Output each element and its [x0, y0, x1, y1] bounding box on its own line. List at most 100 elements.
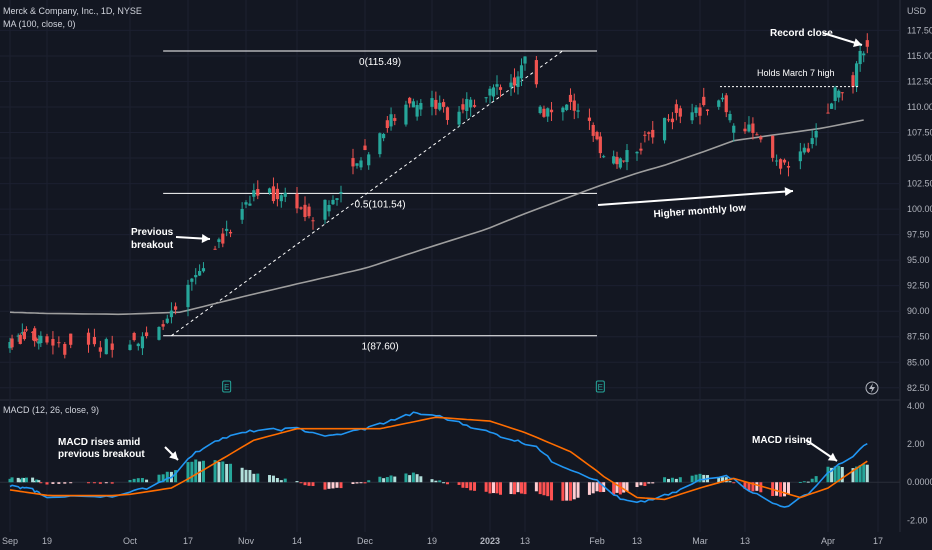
macd-histogram-bar: [128, 480, 132, 483]
time-tick-label: 2023: [480, 536, 500, 546]
time-tick-label: 19: [42, 536, 52, 546]
macd-rising-label: MACD rising: [752, 435, 812, 446]
macd-tick-label: 2.00: [907, 439, 925, 449]
candle-body: [35, 338, 39, 341]
price-tick-label: 117.50: [907, 25, 932, 35]
macd-histogram-bar: [461, 482, 465, 488]
macd-histogram-bar: [37, 480, 41, 483]
candle-body: [252, 190, 256, 197]
candle-body: [829, 103, 834, 109]
macd-tick-label: 4.00: [907, 401, 925, 411]
macd-histogram-bar: [858, 465, 862, 483]
candle-body: [602, 156, 606, 158]
candle-body: [430, 98, 434, 107]
candle-body: [717, 100, 721, 107]
macd-histogram-bar: [830, 467, 834, 483]
time-tick-label: Oct: [123, 536, 138, 546]
candle-body: [802, 147, 806, 153]
candle-body: [39, 335, 43, 344]
candle-body: [591, 124, 595, 136]
fib-level-label: 1(87.60): [361, 342, 398, 353]
candle-body: [104, 339, 108, 355]
macd-histogram-bar: [667, 478, 670, 483]
macd-histogram-bar: [615, 482, 619, 493]
candle-body: [51, 338, 55, 346]
macd-histogram-bar: [174, 470, 178, 483]
candle-body: [670, 118, 675, 123]
candle-body: [576, 110, 580, 112]
macd-histogram-bar: [862, 464, 866, 483]
candle-body: [587, 117, 592, 121]
candle-body: [385, 120, 389, 129]
candle-body: [10, 338, 14, 348]
macd-histogram-bar: [45, 482, 49, 485]
candle-body: [359, 160, 363, 168]
macd-histogram-bar: [495, 482, 499, 494]
macd-histogram-bar: [389, 475, 393, 483]
price-tick-label: 90.00: [907, 306, 930, 316]
macd-histogram-bar: [587, 482, 591, 495]
macd-histogram-bar: [35, 479, 39, 483]
macd-breakout-label: MACD rises amid: [58, 437, 140, 448]
candle-body: [201, 268, 206, 272]
grid: [0, 0, 901, 532]
candle-body: [194, 275, 198, 278]
macd-histogram-bar: [307, 482, 311, 486]
candle-body: [625, 150, 629, 163]
macd-rising-arrow-head: [827, 452, 837, 461]
candle-body: [86, 332, 91, 345]
macd-histogram-bar: [382, 478, 386, 483]
macd-histogram-bar: [783, 482, 787, 497]
macd-histogram-bar: [595, 482, 599, 492]
macd-histogram-bar: [275, 478, 279, 483]
fib-retracement: 0(115.49) 0.5(101.54) 1(87.60): [163, 50, 597, 353]
macd-histogram-bar: [488, 482, 492, 494]
candle-body: [244, 202, 248, 205]
macd-histogram-bar: [104, 482, 108, 484]
time-tick-label: 19: [427, 536, 437, 546]
macd-histogram-bar: [484, 482, 488, 492]
macd-histogram-bar: [136, 478, 140, 483]
macd-histogram-bar: [798, 481, 802, 483]
candle-body: [367, 154, 371, 166]
candle-body: [519, 65, 524, 79]
candle-body: [538, 106, 542, 114]
macd-histogram-bar: [802, 481, 806, 483]
macd-histogram-bar: [694, 474, 698, 483]
price-tick-label: 82.50: [907, 383, 930, 393]
candle-body: [393, 118, 397, 121]
macd-histogram-bar: [10, 477, 14, 483]
macd-histogram-bar: [69, 482, 73, 484]
candle-body: [404, 104, 408, 125]
macd-histogram-bar: [240, 467, 244, 483]
macd-histogram-bar: [516, 482, 520, 493]
candle-body: [782, 159, 787, 163]
candle-body: [442, 102, 446, 107]
candle-body: [327, 204, 331, 212]
candle-body: [775, 160, 779, 162]
macd-histogram-bar: [244, 469, 248, 483]
candle-body: [546, 108, 550, 117]
candle-body: [728, 114, 732, 121]
price-tick-label: 102.50: [907, 179, 932, 189]
macd-histogram-bar: [323, 482, 327, 490]
candle-body: [484, 97, 488, 99]
macd-histogram-bar: [576, 482, 580, 498]
candle-body: [572, 100, 576, 111]
time-tick-label: Dec: [357, 536, 374, 546]
record-close-label: Record close: [770, 28, 833, 39]
candle-body: [826, 112, 830, 114]
candle-body: [240, 208, 244, 220]
candle-body: [22, 331, 26, 340]
macd-histogram-bar: [22, 478, 26, 483]
candle-body: [128, 344, 132, 350]
candle-body: [840, 92, 844, 94]
ma100-line: [9, 119, 864, 316]
ma-line: [9, 119, 864, 316]
macd-histogram-bar: [57, 482, 61, 484]
candle-body: [732, 125, 736, 133]
macd-histogram-bar: [561, 482, 565, 501]
candle-body: [221, 233, 225, 244]
